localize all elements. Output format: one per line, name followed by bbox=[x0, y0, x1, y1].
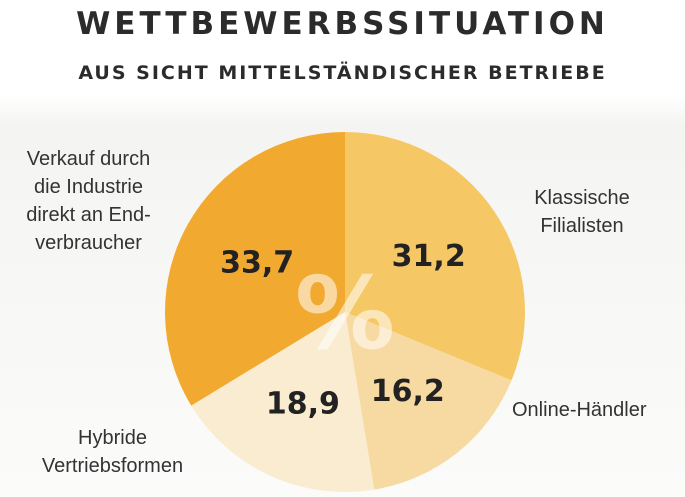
value-hybride: 18,9 bbox=[266, 387, 340, 422]
slice-industrie bbox=[164, 132, 345, 406]
value-online-haendler: 16,2 bbox=[371, 374, 445, 409]
slice-online-haendler bbox=[345, 312, 512, 490]
slice-filialisten bbox=[345, 132, 525, 381]
label-hybride: Hybride Vertriebsformen bbox=[41, 427, 184, 477]
label-industrie: Verkauf durch die Industrie direkt an En… bbox=[26, 148, 151, 254]
value-filialisten: 31,2 bbox=[392, 239, 466, 274]
value-industrie: 33,7 bbox=[220, 246, 294, 281]
slice-hybride bbox=[191, 312, 375, 492]
percent-watermark: % bbox=[295, 255, 395, 372]
chart-title: WETTBEWERBSSITUATION bbox=[76, 6, 609, 42]
chart-subtitle: AUS SICHT MITTELSTÄNDISCHER BETRIEBE bbox=[78, 62, 607, 84]
label-filialisten: Klassische Filialisten bbox=[534, 187, 630, 237]
label-online-haendler: Online-Händler bbox=[512, 399, 647, 421]
